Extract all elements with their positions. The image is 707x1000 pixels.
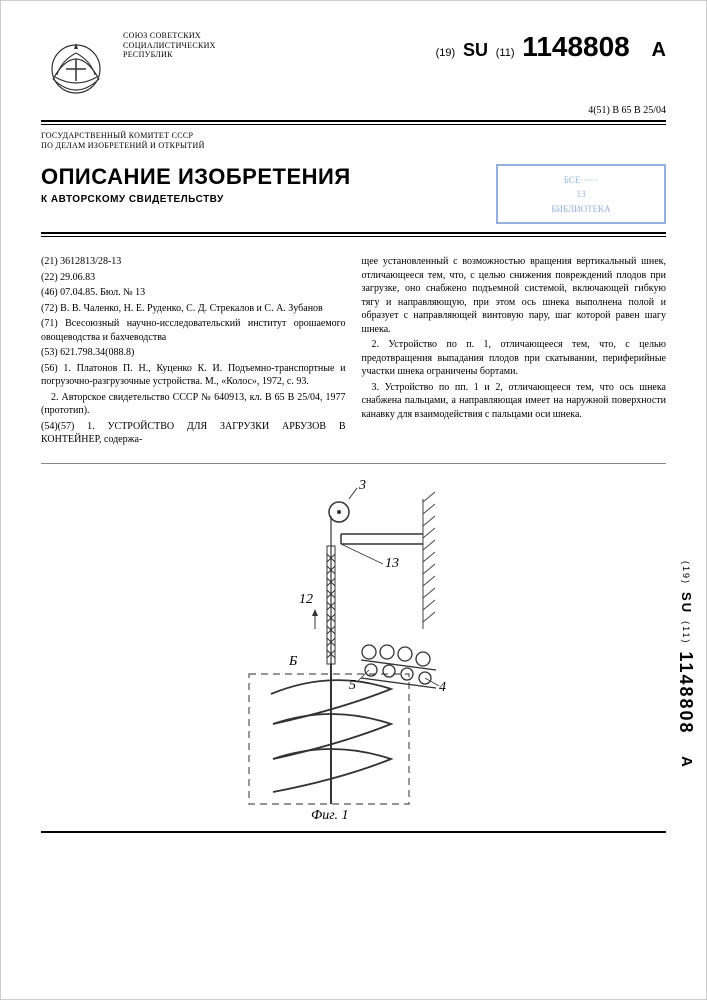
side-prefix-19: (19) — [681, 561, 691, 585]
label-5: 5 — [349, 678, 356, 694]
field-72: (72) В. В. Чаленко, Н. Е. Руденко, С. Д.… — [41, 302, 346, 316]
stamp-l3: БИБЛИОТЕКА — [504, 204, 658, 214]
claim-1-cont: щее установленный с возможностью вращени… — [362, 255, 667, 336]
field-46: (46) 07.04.85. Бюл. № 13 — [41, 286, 346, 300]
label-3: 3 — [359, 478, 366, 494]
field-71: (71) Всесоюзный научно-исследовательский… — [41, 317, 346, 344]
label-12: 12 — [299, 592, 313, 608]
soviet-emblem — [41, 31, 111, 101]
figure-caption: Фиг. 1 — [311, 808, 349, 824]
title-sub: К АВТОРСКОМУ СВИДЕТЕЛЬСТВУ — [41, 194, 351, 205]
claim-3: 3. Устройство по пп. 1 и 2, отличающееся… — [362, 381, 667, 422]
stamp-l1: БСЕ······ — [504, 175, 658, 185]
divider-thick-2 — [41, 232, 666, 234]
document-number: (19) SU (11) 1148808 A — [263, 31, 666, 63]
suffix-a: A — [652, 39, 666, 61]
title-main: ОПИСАНИЕ ИЗОБРЕТЕНИЯ — [41, 164, 351, 190]
stamp-l2: 13 — [504, 189, 658, 199]
country-code: SU — [463, 40, 488, 60]
field-54-57: (54)(57) 1. УСТРОЙСТВО ДЛЯ ЗАГРУЗКИ АРБУ… — [41, 420, 346, 447]
side-country-code: SU — [679, 592, 694, 614]
prefix-19: (19) — [436, 47, 456, 59]
label-4: 4 — [439, 680, 446, 696]
left-column: (21) 3612813/28-13 (22) 29.06.83 (46) 07… — [41, 255, 346, 449]
field-56-1: (56) 1. Платонов П. Н., Куценко К. И. По… — [41, 362, 346, 389]
side-suffix: A — [678, 756, 695, 769]
committee-l1: ГОСУДАРСТВЕННЫЙ КОМИТЕТ СССР — [41, 131, 261, 141]
title-block: ОПИСАНИЕ ИЗОБРЕТЕНИЯ К АВТОРСКОМУ СВИДЕТ… — [41, 164, 351, 205]
label-13: 13 — [385, 556, 399, 572]
classification-line: 4(51) B 65 B 25/04 — [1, 101, 706, 116]
claim-2: 2. Устройство по п. 1, отличающееся тем,… — [362, 338, 667, 379]
field-53: (53) 621.798.34(088.8) — [41, 346, 346, 360]
union-l2: СОЦИАЛИСТИЧЕСКИХ — [123, 41, 263, 51]
union-text: СОЮЗ СОВЕТСКИХ СОЦИАЛИСТИЧЕСКИХ РЕСПУБЛИ… — [123, 31, 263, 60]
committee-l2: ПО ДЕЛАМ ИЗОБРЕТЕНИЙ И ОТКРЫТИЙ — [41, 141, 261, 151]
label-b: Б — [289, 654, 297, 670]
class-code: B 65 B 25/04 — [612, 105, 666, 116]
divider-thick — [41, 120, 666, 122]
prefix-11: (11) — [496, 47, 515, 59]
union-l3: РЕСПУБЛИК — [123, 50, 263, 60]
library-stamp: БСЕ······ 13 БИБЛИОТЕКА — [496, 164, 666, 224]
right-column: щее установленный с возможностью вращени… — [362, 255, 667, 449]
figure-1: 3 13 12 Б 5 4 Фиг. 1 — [41, 463, 666, 833]
side-prefix-11: (11) — [681, 621, 691, 644]
field-22: (22) 29.06.83 — [41, 271, 346, 285]
committee-text: ГОСУДАРСТВЕННЫЙ КОМИТЕТ СССР ПО ДЕЛАМ ИЗ… — [1, 125, 301, 150]
side-number: 1148808 — [676, 651, 696, 734]
number-value: 1148808 — [522, 31, 629, 62]
body-columns: (21) 3612813/28-13 (22) 29.06.83 (46) 07… — [1, 237, 706, 449]
union-l1: СОЮЗ СОВЕТСКИХ — [123, 31, 263, 41]
side-document-number: (19) SU (11) 1148808 A — [675, 561, 696, 768]
field-21: (21) 3612813/28-13 — [41, 255, 346, 269]
class-prefix: 4(51) — [588, 105, 610, 116]
field-56-2: 2. Авторское свидетельство СССР № 640913… — [41, 391, 346, 418]
